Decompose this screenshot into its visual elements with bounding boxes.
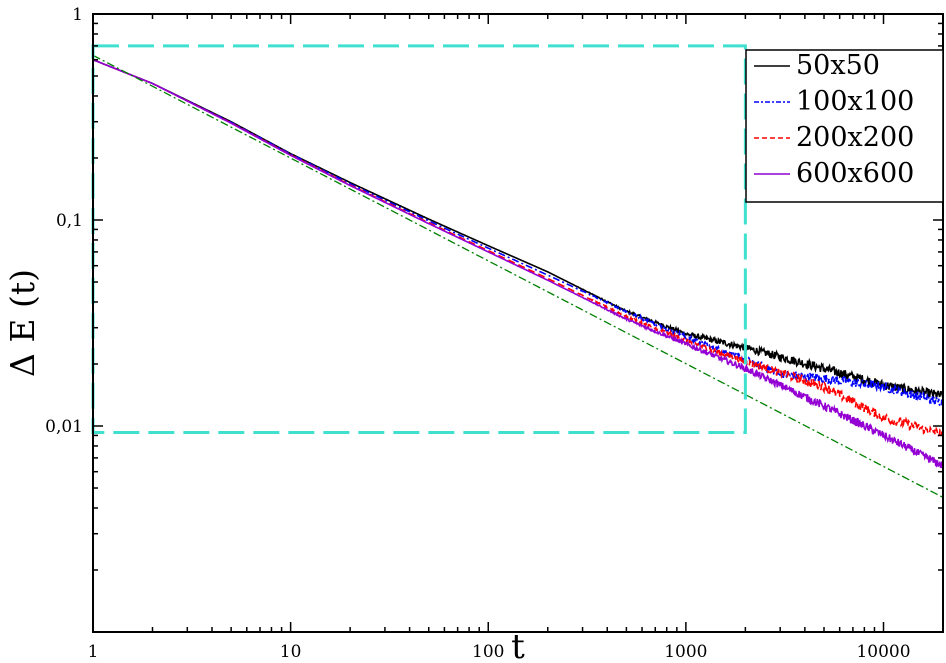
x-tick-label: 10000 — [856, 642, 910, 662]
x-axis-label: t — [511, 627, 525, 663]
legend-label: 50x50 — [796, 50, 880, 81]
tick-labels: 1 10 100 1000 10000 1 0,1 0,01 — [45, 5, 910, 662]
x-tick-label: 10 — [280, 642, 302, 662]
x-tick-label: 100 — [472, 642, 504, 662]
y-tick-label: 0,1 — [56, 211, 83, 231]
y-tick-label: 1 — [72, 5, 83, 25]
plot-area — [91, 44, 944, 498]
legend-label: 100x100 — [796, 86, 914, 117]
y-axis-label: Δ E (t) — [3, 269, 42, 377]
plot-frame — [92, 13, 944, 633]
legend-label: 600x600 — [796, 158, 914, 189]
x-tick-label: 1 — [88, 642, 99, 662]
highlight-box — [91, 44, 747, 434]
legend-label: 200x200 — [796, 122, 914, 153]
series-line-600x600 — [92, 58, 944, 469]
x-tick-label: 1000 — [664, 642, 707, 662]
legend: 50x50 100x100 200x200 600x600 — [745, 49, 944, 203]
legend-box — [745, 49, 944, 203]
y-tick-label: 0,01 — [45, 417, 83, 437]
